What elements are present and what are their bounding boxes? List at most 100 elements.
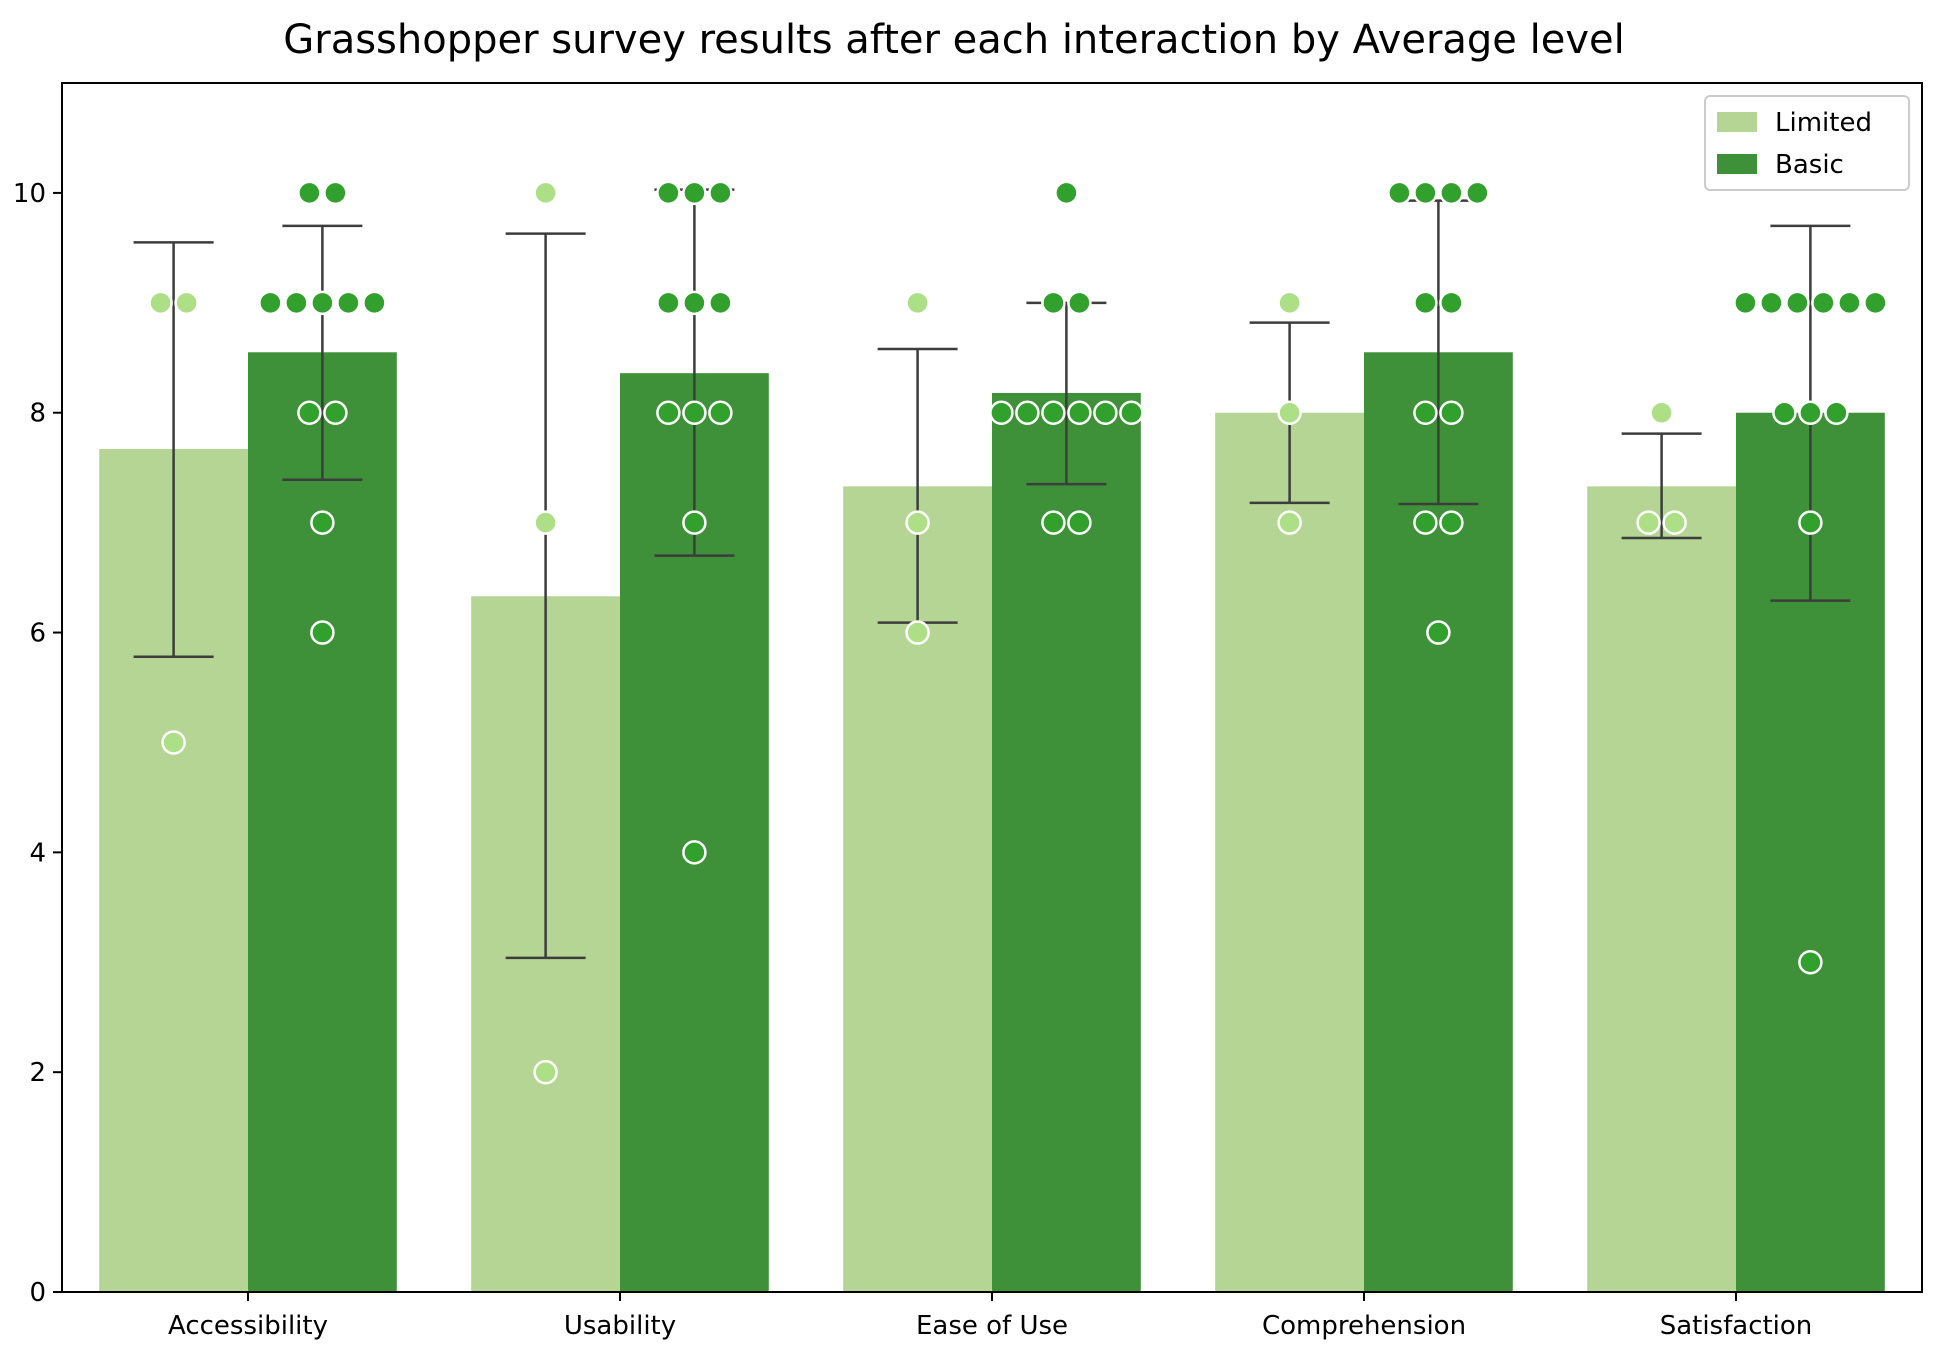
point-basic-4 (1785, 290, 1810, 316)
point-basic-3 (1413, 290, 1438, 316)
point-basic-2 (1067, 290, 1092, 316)
bar-basic-3 (1364, 352, 1513, 1292)
error-bar-basic-2 (1026, 301, 1107, 486)
bars (99, 352, 1885, 1293)
x-tick-label: Usability (564, 1311, 676, 1341)
point-basic-4 (1863, 290, 1888, 316)
point-basic-4 (1772, 400, 1797, 425)
point-basic-3 (1439, 510, 1464, 535)
point-basic-3 (1413, 180, 1438, 206)
point-limited-4 (1649, 400, 1674, 425)
point-basic-3 (1439, 180, 1464, 206)
point-basic-1 (708, 290, 733, 316)
point-basic-1 (708, 180, 733, 206)
point-basic-2 (1067, 400, 1092, 425)
x-tick-label: Comprehension (1262, 1311, 1466, 1341)
point-basic-0 (297, 400, 322, 425)
legend-label-basic: Basic (1775, 150, 1844, 180)
point-basic-4 (1759, 290, 1784, 316)
point-basic-2 (1041, 290, 1066, 316)
legend-swatch-basic (1717, 154, 1757, 174)
point-basic-3 (1439, 400, 1464, 425)
point-basic-3 (1387, 180, 1412, 206)
point-basic-3 (1413, 400, 1438, 425)
point-basic-1 (682, 180, 707, 206)
chart-title: Grasshopper survey results after each in… (283, 17, 1624, 63)
y-tick-label: 8 (29, 399, 46, 429)
point-basic-1 (682, 840, 707, 865)
point-basic-1 (708, 400, 733, 425)
point-basic-4 (1811, 290, 1836, 316)
data-points (148, 180, 1888, 1085)
legend-label-limited: Limited (1775, 108, 1872, 138)
point-basic-1 (656, 180, 681, 206)
point-limited-3 (1277, 290, 1302, 316)
point-basic-1 (682, 510, 707, 535)
x-tick-label: Accessibility (168, 1311, 328, 1341)
point-basic-2 (1015, 400, 1040, 425)
point-basic-2 (989, 400, 1014, 425)
point-limited-0 (148, 290, 173, 316)
bar-basic-0 (248, 352, 397, 1292)
point-basic-4 (1733, 290, 1758, 316)
point-limited-3 (1277, 510, 1302, 535)
bar-basic-2 (992, 392, 1141, 1293)
point-basic-3 (1465, 180, 1490, 206)
bar-limited-4 (1587, 486, 1736, 1293)
point-basic-0 (362, 290, 387, 316)
x-tick-label: Ease of Use (916, 1311, 1068, 1341)
point-basic-4 (1798, 510, 1823, 535)
point-basic-0 (310, 290, 335, 316)
point-basic-0 (336, 290, 361, 316)
point-limited-1 (533, 180, 558, 206)
point-limited-1 (533, 510, 558, 535)
point-basic-2 (1119, 400, 1144, 425)
point-basic-2 (1041, 400, 1066, 425)
error-bar-limited-4 (1621, 432, 1702, 540)
point-basic-2 (1067, 510, 1092, 535)
legend: Limited Basic (1704, 95, 1910, 191)
point-basic-0 (258, 290, 283, 316)
axes: 0 2 4 6 8 10 Accessibility Usability Ease of Use… (13, 82, 1923, 1341)
y-tick-label: 4 (29, 838, 46, 868)
point-basic-1 (656, 400, 681, 425)
y-tick-label: 2 (29, 1058, 46, 1088)
point-basic-3 (1426, 620, 1451, 645)
legend-swatch-limited (1717, 112, 1757, 132)
point-limited-3 (1277, 400, 1302, 425)
point-basic-2 (1041, 510, 1066, 535)
error-bar-basic-3 (1398, 199, 1479, 506)
point-basic-1 (682, 290, 707, 316)
point-basic-0 (310, 620, 335, 645)
point-limited-0 (161, 730, 186, 755)
point-basic-4 (1798, 400, 1823, 425)
point-limited-1 (533, 1059, 558, 1085)
point-basic-0 (310, 510, 335, 535)
point-basic-4 (1837, 290, 1862, 316)
error-bar-basic-0 (282, 224, 363, 482)
point-limited-4 (1662, 510, 1687, 535)
point-basic-0 (323, 400, 348, 425)
y-tick-label: 10 (13, 179, 46, 209)
point-basic-2 (1054, 180, 1079, 206)
point-basic-4 (1798, 950, 1823, 975)
point-basic-1 (656, 290, 681, 316)
point-basic-1 (682, 400, 707, 425)
point-limited-2 (905, 510, 930, 535)
point-basic-0 (323, 180, 348, 206)
point-basic-2 (1093, 400, 1118, 425)
point-limited-2 (905, 620, 930, 645)
error-bar-limited-1 (505, 232, 586, 960)
point-basic-4 (1824, 400, 1849, 425)
point-limited-2 (905, 290, 930, 316)
x-tick-label: Satisfaction (1660, 1311, 1813, 1341)
bar-limited-3 (1215, 412, 1364, 1292)
point-basic-3 (1439, 290, 1464, 316)
y-tick-label: 0 (29, 1278, 46, 1308)
point-limited-0 (174, 290, 199, 316)
error-bar-limited-0 (133, 241, 214, 658)
point-basic-3 (1413, 510, 1438, 535)
point-limited-4 (1636, 510, 1661, 535)
y-tick-label: 6 (29, 619, 46, 649)
